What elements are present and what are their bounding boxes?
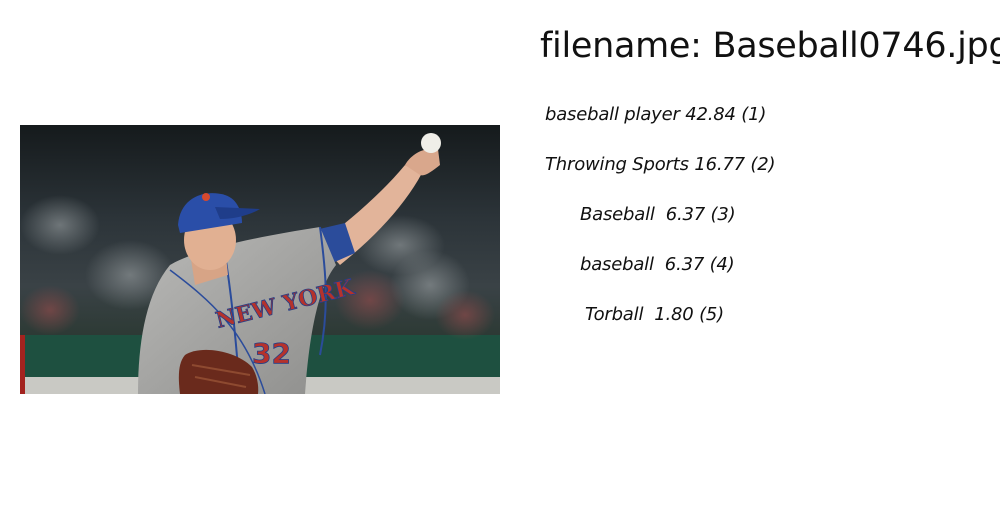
filename-title: filename: Baseball0746.jpg (540, 26, 1000, 66)
prediction-2: Throwing Sports 16.77 (2) (545, 154, 776, 175)
prediction-5: Torball 1.80 (5) (585, 304, 724, 325)
prediction-4: baseball 6.37 (4) (580, 254, 735, 275)
prediction-1: baseball player 42.84 (1) (545, 104, 767, 125)
baseball-photo: NEW YORK 32 (20, 125, 500, 394)
prediction-3: Baseball 6.37 (3) (580, 204, 736, 225)
jersey-number: 32 (252, 337, 291, 370)
